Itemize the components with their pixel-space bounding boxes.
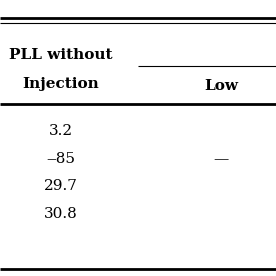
Text: Low: Low (204, 79, 238, 92)
Text: 3.2: 3.2 (49, 124, 73, 138)
Text: PLL without: PLL without (9, 48, 113, 62)
Text: 30.8: 30.8 (44, 207, 78, 221)
Text: 29.7: 29.7 (44, 179, 78, 193)
Text: —: — (213, 152, 229, 166)
Text: Injection: Injection (22, 77, 99, 91)
Text: ‒85: ‒85 (46, 152, 75, 166)
